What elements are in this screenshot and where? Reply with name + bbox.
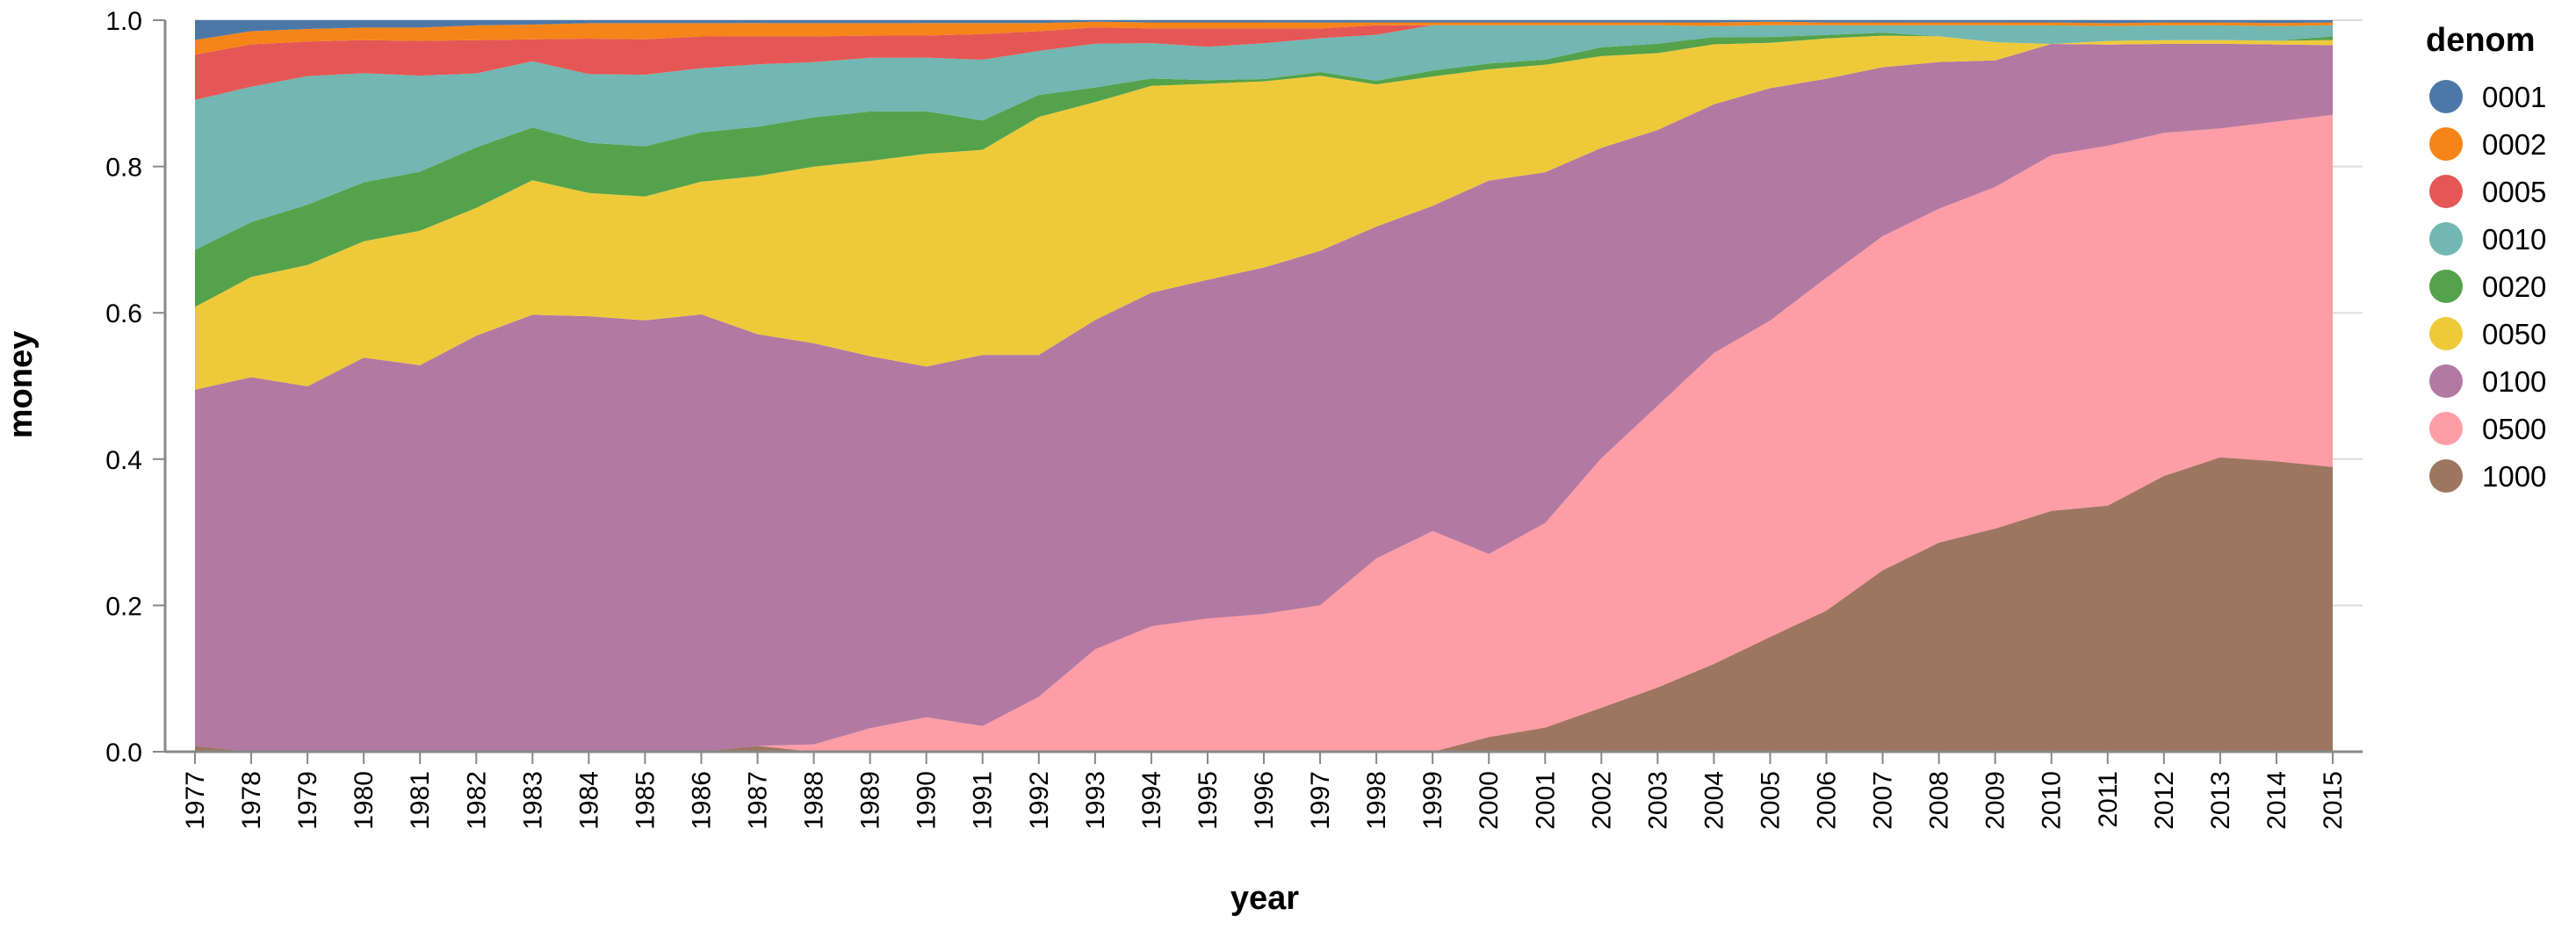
area-series-0500 [195, 114, 2333, 753]
x-tick-label-1984: 1984 [574, 771, 603, 830]
x-tick-label-2007: 2007 [1869, 771, 1898, 830]
y-axis-title: money [3, 331, 40, 438]
x-tick-label-2008: 2008 [1925, 771, 1954, 830]
x-axis-title: year [1230, 880, 1299, 917]
x-tick-label-2009: 2009 [1981, 771, 2010, 830]
x-tick-label-1989: 1989 [856, 771, 885, 830]
y-tick-label-2: 0.4 [105, 446, 142, 475]
y-tick-label-1: 0.2 [105, 592, 142, 621]
legend-swatch-0050 [2429, 317, 2463, 350]
x-tick-label-1979: 1979 [293, 771, 322, 830]
x-tick-label-1994: 1994 [1137, 771, 1166, 830]
legend-label-0002: 0002 [2482, 128, 2546, 161]
y-tick-label-4: 0.8 [105, 154, 142, 183]
legend-label-0010: 0010 [2482, 223, 2546, 256]
axes: 0.0 0.2 0.4 0.6 0.8 1.0 1977 1978 1979 1980 1981 19… [105, 7, 2363, 830]
legend-swatch-0500 [2429, 412, 2463, 445]
legend-swatch-0005 [2429, 175, 2463, 208]
y-tick-label-3: 0.6 [105, 299, 142, 328]
legend: denom 0001 0002 0005 0010 0020 0050 0100 0500 10… [2426, 22, 2546, 493]
x-tick-label-2012: 2012 [2150, 771, 2179, 830]
legend-swatch-0002 [2429, 127, 2463, 161]
x-tick-label-2003: 2003 [1643, 771, 1672, 830]
x-tick-label-2015: 2015 [2319, 771, 2348, 830]
legend-label-0001: 0001 [2482, 81, 2546, 113]
legend-label-0005: 0005 [2482, 176, 2546, 208]
x-tick-label-1988: 1988 [800, 771, 829, 830]
legend-swatch-0100 [2429, 364, 2463, 398]
area-series-0010 [195, 25, 2333, 250]
x-tick-label-1986: 1986 [688, 771, 717, 830]
legend-swatch-0020 [2429, 270, 2463, 303]
x-tick-label-1996: 1996 [1250, 771, 1279, 830]
x-tick-label-2004: 2004 [1699, 771, 1728, 830]
area-series-0001 [195, 20, 2333, 40]
legend-label-0500: 0500 [2482, 413, 2546, 445]
x-tick-label-2001: 2001 [1531, 771, 1560, 830]
legend-swatch-0001 [2429, 80, 2463, 113]
area-series-0020 [195, 32, 2333, 307]
legend-label-0050: 0050 [2482, 318, 2546, 350]
y-tick-label-5: 1.0 [105, 7, 142, 36]
area-series-1000 [195, 457, 2333, 752]
legend-label-0020: 0020 [2482, 270, 2546, 303]
legend-title: denom [2426, 22, 2536, 59]
x-tick-label-1980: 1980 [350, 771, 379, 830]
legend-swatch-0010 [2429, 222, 2463, 256]
x-tick-label-2005: 2005 [1757, 771, 1786, 830]
x-tick-label-2006: 2006 [1813, 771, 1842, 830]
x-tick-label-1985: 1985 [631, 771, 660, 830]
x-tick-label-1993: 1993 [1081, 771, 1110, 830]
x-tick-label-1987: 1987 [744, 771, 773, 830]
area-series-0050 [195, 35, 2333, 390]
x-tick-label-1990: 1990 [913, 771, 942, 830]
x-tick-label-2010: 2010 [2038, 771, 2067, 830]
x-tick-label-1998: 1998 [1362, 771, 1391, 830]
x-tick-label-2002: 2002 [1587, 771, 1616, 830]
x-tick-label-1982: 1982 [462, 771, 491, 830]
x-tick-label-1999: 1999 [1418, 771, 1447, 830]
x-tick-label-2000: 2000 [1475, 771, 1504, 830]
y-tick-label-0: 0.0 [105, 739, 142, 768]
legend-label-1000: 1000 [2482, 460, 2546, 493]
x-tick-label-1995: 1995 [1194, 771, 1223, 830]
area-series-0005 [195, 25, 2333, 100]
x-tick-label-2014: 2014 [2262, 771, 2291, 830]
x-tick-label-1991: 1991 [969, 771, 998, 830]
x-tick-label-1992: 1992 [1025, 771, 1054, 830]
legend-swatch-1000 [2429, 459, 2463, 493]
x-tick-label-1978: 1978 [237, 771, 266, 830]
area-series-0002 [195, 21, 2333, 55]
x-tick-label-1983: 1983 [518, 771, 547, 830]
area-series-0100 [195, 43, 2333, 753]
stacked-areas [195, 20, 2333, 753]
x-tick-label-1981: 1981 [406, 771, 435, 830]
x-tick-label-1977: 1977 [181, 771, 210, 830]
x-tick-label-1997: 1997 [1306, 771, 1335, 830]
legend-label-0100: 0100 [2482, 365, 2546, 398]
x-tick-label-2011: 2011 [2094, 771, 2123, 828]
x-tick-label-2013: 2013 [2206, 771, 2235, 830]
